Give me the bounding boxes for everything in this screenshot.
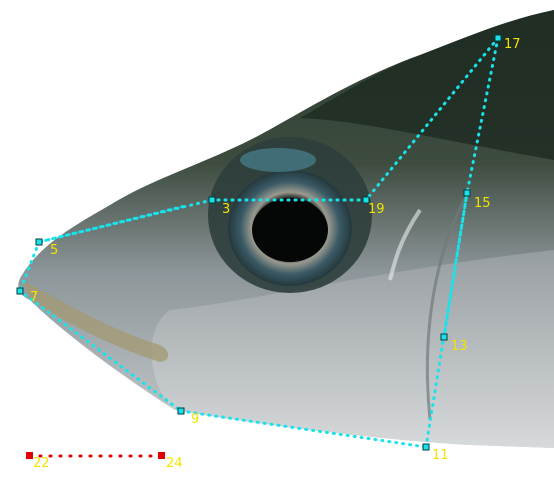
landmark-lines <box>18 36 500 449</box>
landmark-13-marker <box>440 333 448 341</box>
segment-11-15 <box>424 191 469 449</box>
landmark-19-marker <box>362 196 370 204</box>
segment-5-17 <box>37 204 187 244</box>
landmark-7-label: 7 <box>30 290 38 305</box>
landmark-5-marker <box>35 238 43 246</box>
landmark-11-label: 11 <box>432 448 449 463</box>
segment-17-19 <box>364 36 500 202</box>
landmark-5-label: 5 <box>50 243 58 258</box>
fish-eye-highlight <box>240 148 316 172</box>
scale-bar: 22 24 <box>26 452 183 471</box>
landmark-9-label: 9 <box>191 412 199 427</box>
fish-jaw <box>22 280 169 362</box>
segment-17-15 <box>465 36 500 195</box>
scale-bar-end-label: 24 <box>166 456 183 471</box>
landmark-9-marker <box>177 407 185 415</box>
segment-9-11 <box>179 409 428 449</box>
landmark-15-label: 15 <box>474 196 491 211</box>
fish-belly <box>151 250 554 448</box>
scale-bar-end-marker <box>158 452 165 459</box>
scale-bar-start-label: 22 <box>33 456 50 471</box>
landmarks: 3 5 7 9 11 13 15 17 19 <box>16 34 521 463</box>
landmark-19-label: 19 <box>368 202 385 217</box>
segment-7-9 <box>18 289 183 413</box>
landmark-3-label: 3 <box>222 202 230 217</box>
segment-5-7 <box>18 240 41 293</box>
scale-bar-start-marker <box>26 452 33 459</box>
operculum-reflection <box>388 208 422 281</box>
landmark-13-label: 13 <box>451 339 468 354</box>
landmark-3-marker <box>208 196 216 204</box>
landmark-17-marker <box>494 34 502 42</box>
fish-eye-pupil <box>252 198 328 262</box>
fish-dorsal-dark <box>300 10 554 160</box>
operculum-edge <box>425 189 472 421</box>
landmark-7-marker <box>16 287 24 295</box>
landmark-15-marker <box>463 189 471 197</box>
landmark-11-marker <box>422 443 430 451</box>
landmark-17-label: 17 <box>504 37 521 52</box>
